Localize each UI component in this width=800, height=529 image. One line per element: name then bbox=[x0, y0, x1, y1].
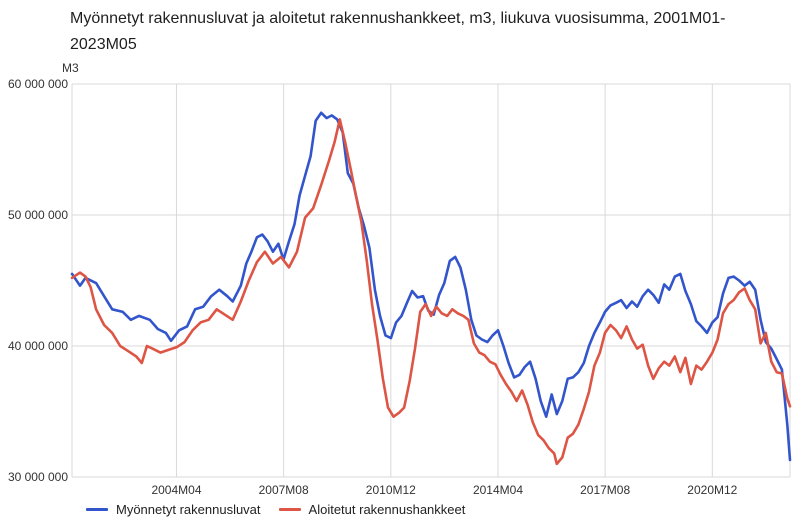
y-tick-label: 60 000 000 bbox=[8, 77, 68, 91]
x-tick-label: 2014M04 bbox=[473, 483, 523, 497]
legend-label-permits: Myönnetyt rakennusluvat bbox=[116, 502, 261, 517]
chart-title: Myönnetyt rakennusluvat ja aloitetut rak… bbox=[70, 10, 726, 53]
legend-swatch-starts bbox=[278, 508, 301, 511]
x-tick-label: 2004M04 bbox=[151, 483, 201, 497]
y-tick-label: 50 000 000 bbox=[8, 208, 68, 222]
y-tick-label: 40 000 000 bbox=[8, 339, 68, 353]
legend-item-permits: Myönnetyt rakennusluvat bbox=[86, 502, 261, 517]
legend-item-starts: Aloitetut rakennushankkeet bbox=[278, 502, 466, 517]
series-layer bbox=[70, 111, 792, 466]
x-tick-label: 2020M12 bbox=[687, 483, 737, 497]
series-line-0 bbox=[70, 111, 792, 462]
legend-label-starts: Aloitetut rakennushankkeet bbox=[308, 502, 466, 517]
x-tick-label: 2010M12 bbox=[366, 483, 416, 497]
x-tick-label: 2017M08 bbox=[580, 483, 630, 497]
y-tick-label: 30 000 000 bbox=[8, 470, 68, 484]
legend-swatch-permits bbox=[86, 508, 108, 511]
y-axis-label: M3 bbox=[62, 61, 79, 75]
x-tick-label: 2007M08 bbox=[259, 483, 309, 497]
series-line-1 bbox=[70, 118, 792, 466]
y-axis: 30 000 000 40 000 000 50 000 000 60 000 000 bbox=[8, 77, 68, 484]
legend: Myönnetyt rakennusluvat Aloitetut rakenn… bbox=[86, 502, 465, 517]
x-axis: 2004M04 2007M08 2010M12 2014M04 2017M08 2020M… bbox=[151, 483, 737, 497]
